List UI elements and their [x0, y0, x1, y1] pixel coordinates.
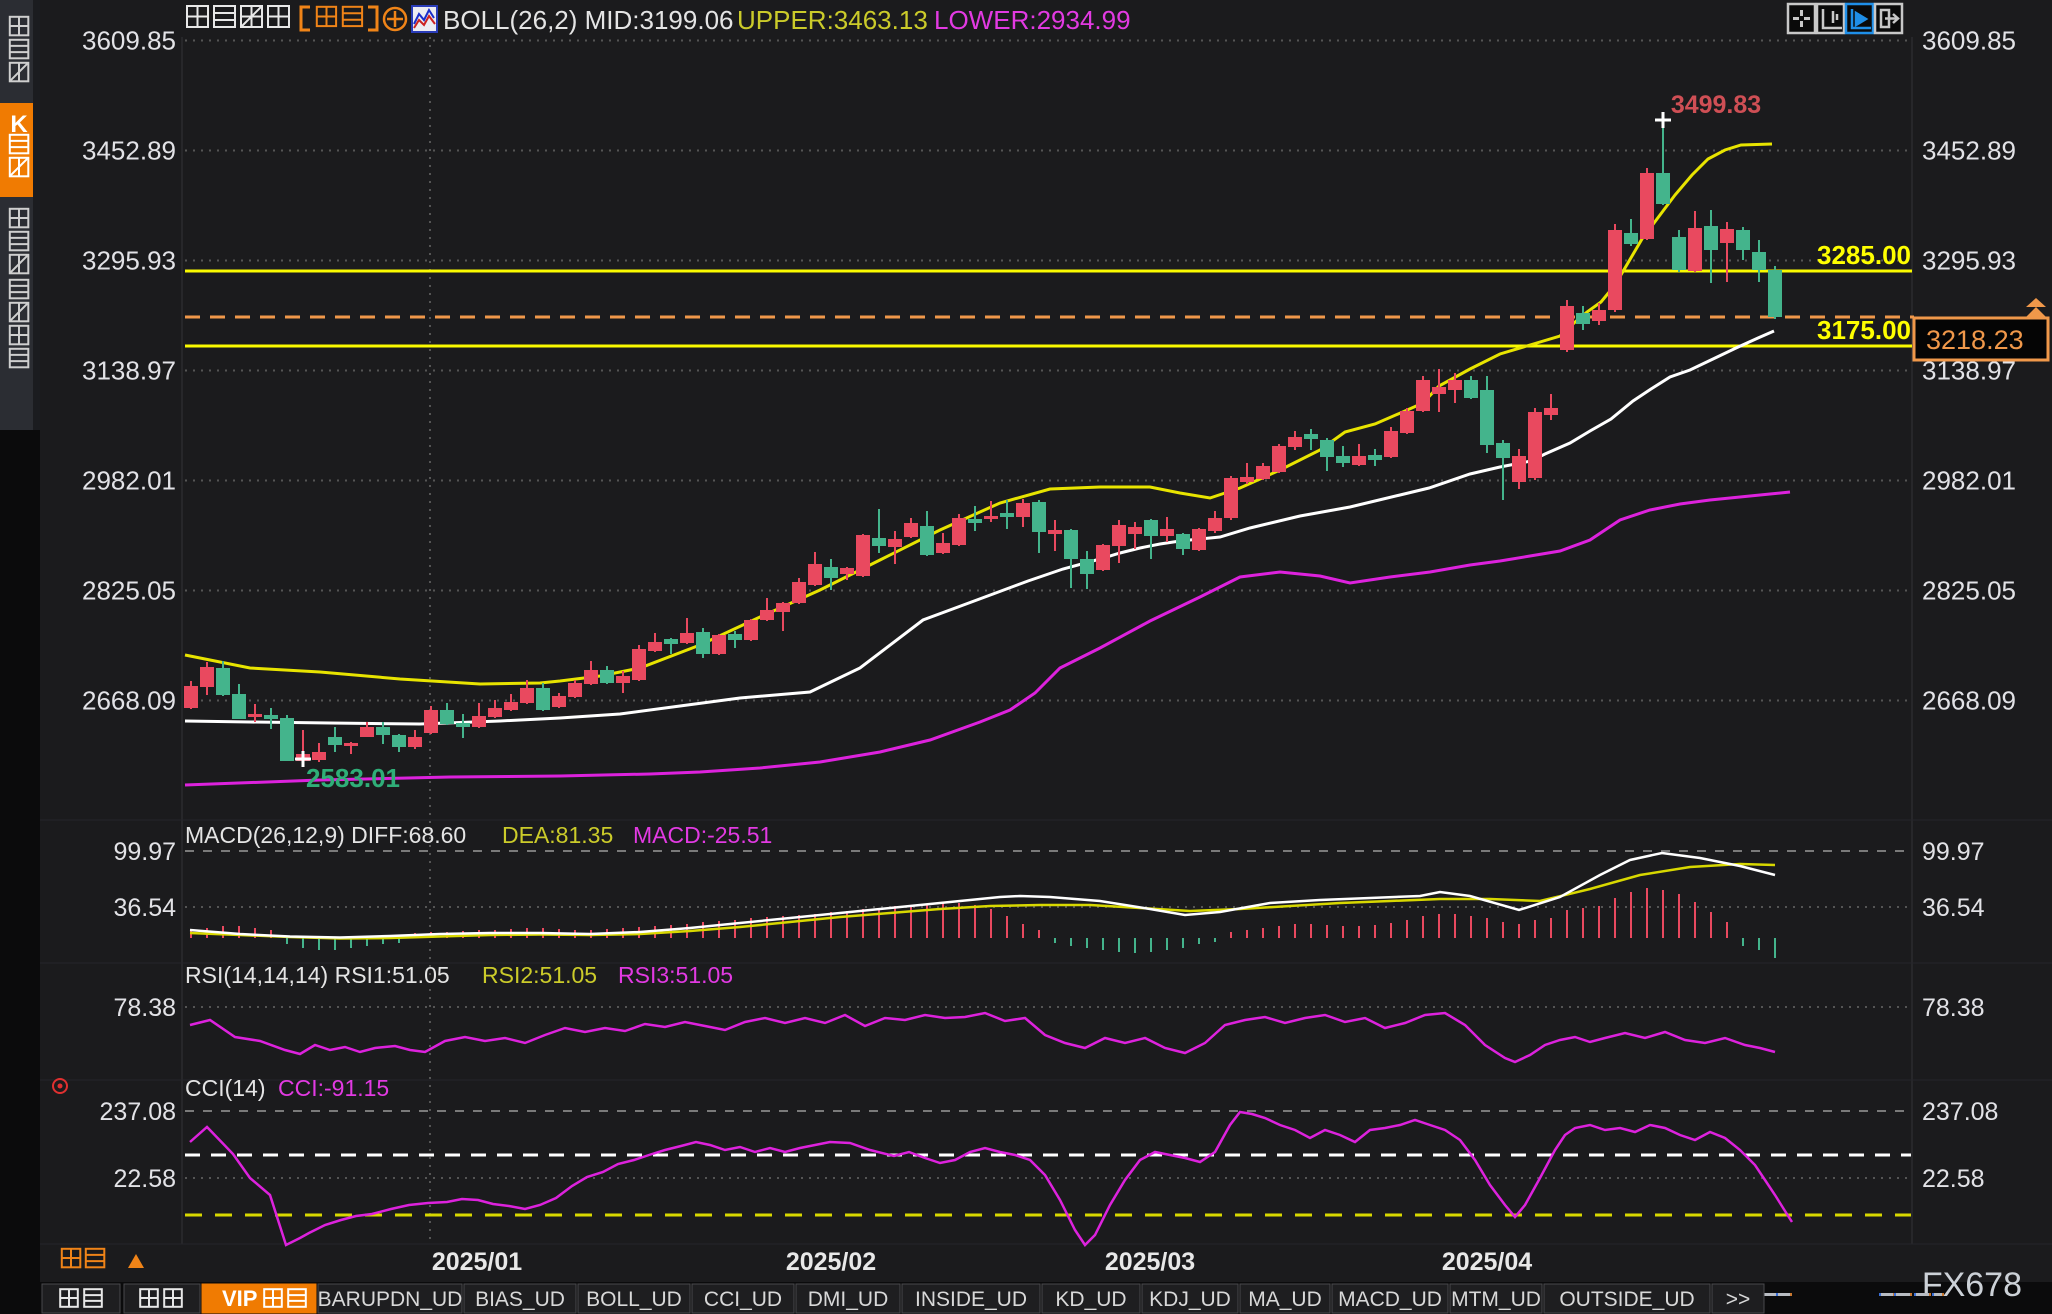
svg-text:3218.23: 3218.23	[1926, 325, 2024, 355]
svg-text:DMI_UD: DMI_UD	[808, 1288, 889, 1311]
svg-text:KDJ_UD: KDJ_UD	[1149, 1288, 1231, 1311]
svg-text:RSI3:51.05: RSI3:51.05	[618, 962, 733, 988]
svg-text:LOWER:2934.99: LOWER:2934.99	[934, 5, 1131, 35]
svg-text:RSI2:51.05: RSI2:51.05	[482, 962, 597, 988]
svg-text:MACD(26,12,9) DIFF:68.60: MACD(26,12,9) DIFF:68.60	[185, 822, 466, 848]
svg-text:3452.89: 3452.89	[1922, 136, 2016, 166]
svg-text:BOLL_UD: BOLL_UD	[586, 1288, 682, 1311]
svg-text:3175.00: 3175.00	[1817, 315, 1911, 345]
svg-text:MACD_UD: MACD_UD	[1338, 1288, 1442, 1311]
svg-text:CCI:-91.15: CCI:-91.15	[278, 1075, 389, 1101]
svg-text:MACD:-25.51: MACD:-25.51	[633, 822, 772, 848]
svg-text:2583.01: 2583.01	[306, 763, 400, 793]
svg-text:2982.01: 2982.01	[82, 466, 176, 496]
svg-text:78.38: 78.38	[1922, 994, 1985, 1022]
svg-text:2025/04: 2025/04	[1442, 1248, 1532, 1276]
svg-text:3452.89: 3452.89	[82, 136, 176, 166]
svg-text:78.38: 78.38	[113, 994, 176, 1022]
svg-text:MA_UD: MA_UD	[1248, 1288, 1322, 1311]
svg-text:2668.09: 2668.09	[1922, 686, 2016, 716]
svg-text:3295.93: 3295.93	[82, 246, 176, 276]
svg-text:UPPER:3463.13: UPPER:3463.13	[737, 5, 928, 35]
svg-text:2025/03: 2025/03	[1105, 1248, 1195, 1276]
svg-text:237.08: 237.08	[1922, 1098, 1998, 1126]
svg-text:2025/01: 2025/01	[432, 1248, 522, 1276]
svg-text:K: K	[10, 111, 28, 138]
svg-text:3285.00: 3285.00	[1817, 240, 1911, 270]
svg-text:22.58: 22.58	[113, 1165, 176, 1193]
svg-text:22.58: 22.58	[1922, 1165, 1985, 1193]
svg-text:36.54: 36.54	[113, 894, 176, 922]
svg-text:>>: >>	[1726, 1288, 1751, 1311]
svg-text:99.97: 99.97	[1922, 838, 1985, 866]
svg-text:RSI(14,14,14) RSI1:51.05: RSI(14,14,14) RSI1:51.05	[185, 962, 450, 988]
svg-text:2668.09: 2668.09	[82, 686, 176, 716]
svg-text:BOLL(26,2) MID:3199.06: BOLL(26,2) MID:3199.06	[443, 5, 734, 35]
svg-text:MTM_UD: MTM_UD	[1451, 1288, 1541, 1311]
svg-text:VIP: VIP	[222, 1286, 257, 1311]
svg-text:36.54: 36.54	[1922, 894, 1985, 922]
svg-text:KD_UD: KD_UD	[1055, 1288, 1126, 1311]
svg-text:DEA:81.35: DEA:81.35	[502, 822, 613, 848]
svg-text:2982.01: 2982.01	[1922, 466, 2016, 496]
svg-text:BARUPDN_UD: BARUPDN_UD	[318, 1288, 463, 1311]
svg-text:2825.05: 2825.05	[82, 576, 176, 606]
svg-text:FX678: FX678	[1922, 1266, 2022, 1304]
svg-text:3609.85: 3609.85	[1922, 26, 2016, 56]
svg-text:2825.05: 2825.05	[1922, 576, 2016, 606]
svg-text:CCI_UD: CCI_UD	[704, 1288, 782, 1311]
svg-text:BIAS_UD: BIAS_UD	[475, 1288, 565, 1311]
svg-text:3138.97: 3138.97	[82, 356, 176, 386]
svg-text:3609.85: 3609.85	[82, 26, 176, 56]
svg-text:3295.93: 3295.93	[1922, 246, 2016, 276]
svg-text:OUTSIDE_UD: OUTSIDE_UD	[1559, 1288, 1694, 1311]
svg-text:99.97: 99.97	[113, 838, 176, 866]
svg-text:2025/02: 2025/02	[786, 1248, 876, 1276]
svg-text:3499.83: 3499.83	[1671, 91, 1761, 119]
svg-text:INSIDE_UD: INSIDE_UD	[915, 1288, 1027, 1311]
svg-text:237.08: 237.08	[100, 1098, 176, 1126]
svg-text:CCI(14): CCI(14)	[185, 1075, 266, 1101]
